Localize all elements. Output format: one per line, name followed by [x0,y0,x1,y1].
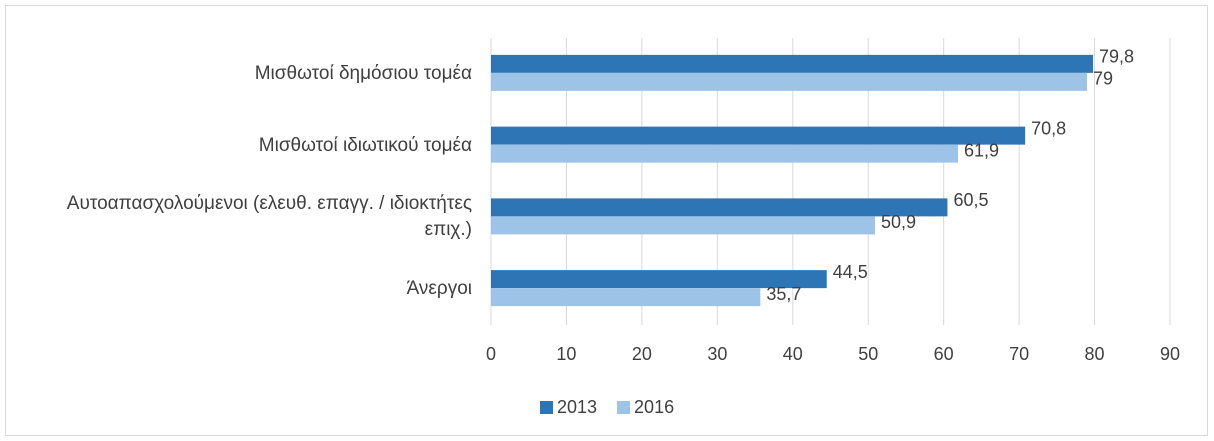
data-label: 79,8 [1099,47,1134,67]
x-tick-label: 80 [1085,344,1105,364]
bar [491,270,827,289]
y-tick-label: Αυτοαπασχολούμενοι (ελευθ. επαγγ. / ιδιο… [66,193,472,241]
y-tick-label: Άνεργοι [406,278,472,300]
legend-label: 2013 [557,397,597,417]
x-tick-label: 30 [707,344,727,364]
y-tick-label: Μισθωτοί ιδιωτικού τομέα [258,134,472,156]
data-label: 44,5 [833,262,868,282]
bar [491,198,948,217]
x-tick-label: 10 [556,344,576,364]
bar [491,144,959,163]
data-label: 70,8 [1031,118,1066,138]
y-tick-label: Μισθωτοί δημόσιου τομέα [254,62,472,84]
x-tick-label: 50 [858,344,878,364]
x-tick-label: 60 [934,344,954,364]
data-label: 35,7 [766,284,801,304]
x-tick-label: 20 [632,344,652,364]
x-tick-label: 40 [783,344,803,364]
x-tick-label: 90 [1160,344,1180,364]
legend-swatch [540,401,553,414]
bar [491,288,761,307]
data-label: 50,9 [881,212,916,232]
bar [491,126,1026,145]
bar [491,72,1088,91]
data-label: 79 [1093,69,1113,89]
data-label: 61,9 [964,140,999,160]
data-label: 60,5 [953,190,988,210]
legend-swatch [617,401,631,414]
x-tick-label: 0 [486,344,496,364]
bar [491,216,876,235]
bar [491,54,1094,73]
legend-label: 2016 [634,397,674,417]
x-tick-label: 70 [1009,344,1029,364]
